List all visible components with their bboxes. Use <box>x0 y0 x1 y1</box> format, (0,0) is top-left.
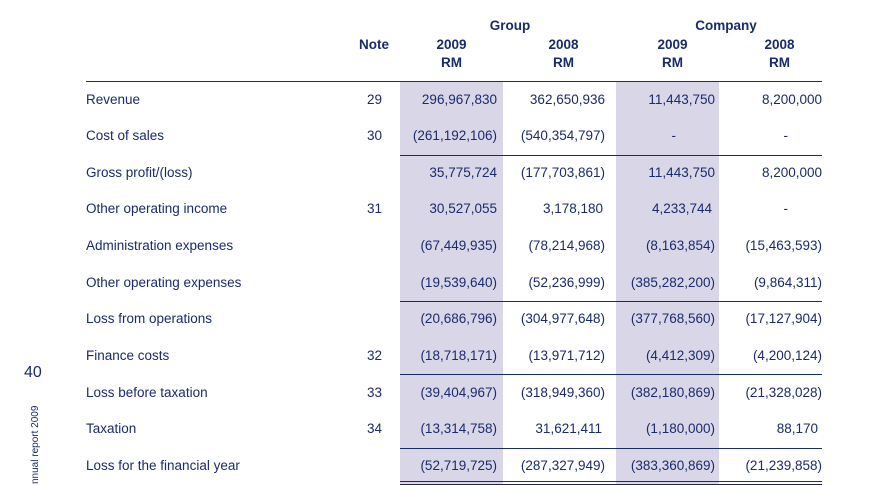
company-2009-shade <box>616 82 719 484</box>
value-company-2008: 88,170 <box>776 421 818 436</box>
value-group-2008: (52,236,999) <box>528 275 605 290</box>
value-group-2009: 296,967,830 <box>421 92 497 107</box>
value-company-2009: (385,282,200) <box>630 275 715 290</box>
row-note: 33 <box>366 385 382 400</box>
rule-after-other-operating-expenses <box>400 301 822 302</box>
row-label: Revenue <box>86 92 141 107</box>
rule-after-finance-costs <box>400 374 822 375</box>
value-company-2009: 11,443,750 <box>648 92 715 107</box>
row-label: Other operating income <box>86 201 228 216</box>
value-group-2008: (318,949,360) <box>520 385 605 400</box>
col-group-2009-year: 2009 <box>436 37 467 52</box>
value-company-2008: (21,239,858) <box>745 458 822 473</box>
header-rule <box>86 81 822 82</box>
col-company-2008-year: 2008 <box>764 37 795 52</box>
value-group-2008: 3,178,180 <box>542 201 603 216</box>
value-company-2008: (15,463,593) <box>745 238 822 253</box>
row-note: 30 <box>366 128 382 143</box>
rule-after-taxation <box>400 448 822 449</box>
value-company-2008: (21,328,028) <box>745 385 822 400</box>
value-group-2008: (13,971,712) <box>528 348 605 363</box>
value-group-2009: 35,775,724 <box>429 165 497 180</box>
value-company-2009: 11,443,750 <box>648 165 715 180</box>
rule-after-cost-of-sales <box>400 155 822 156</box>
value-company-2008: (9,864,311) <box>753 275 822 290</box>
page-number: 40 <box>24 364 42 381</box>
row-label: Loss before taxation <box>86 385 208 400</box>
value-group-2009: (39,404,967) <box>420 385 497 400</box>
col-company-2008-unit: RM <box>769 55 790 70</box>
value-company-2008: (17,127,904) <box>745 311 822 326</box>
value-company-2009: (377,768,560) <box>630 311 715 326</box>
value-group-2009: (13,314,758) <box>420 421 497 436</box>
value-company-2009: (1,180,000) <box>645 421 715 436</box>
row-label: Taxation <box>86 421 137 436</box>
value-group-2009: (52,719,725) <box>420 458 497 473</box>
double-rule-top <box>400 481 822 482</box>
value-group-2009: (18,718,171) <box>420 348 497 363</box>
value-group-2009: (261,192,106) <box>412 128 497 143</box>
col-company-2009-year: 2009 <box>657 37 688 52</box>
row-label: Cost of sales <box>86 128 165 143</box>
value-company-2008: 8,200,000 <box>761 165 822 180</box>
col-group-2008-year: 2008 <box>548 37 579 52</box>
value-company-2009: (382,180,869) <box>630 385 715 400</box>
row-note: 31 <box>366 201 382 216</box>
col-group-2008-unit: RM <box>553 55 574 70</box>
value-group-2009: (67,449,935) <box>420 238 497 253</box>
row-label: Loss from operations <box>86 311 213 326</box>
row-note: 29 <box>366 92 382 107</box>
value-group-2009: (19,539,640) <box>420 275 497 290</box>
value-company-2009: 4,233,744 <box>651 201 712 216</box>
value-company-2008: 8,200,000 <box>761 92 822 107</box>
value-company-2008: (4,200,124) <box>752 348 822 363</box>
value-group-2009: 30,527,055 <box>429 201 497 216</box>
value-group-2008: (540,354,797) <box>520 128 605 143</box>
value-group-2008: 31,621,411 <box>535 421 602 436</box>
value-group-2009: (20,686,796) <box>420 311 497 326</box>
row-label: Finance costs <box>86 348 170 363</box>
row-note: 32 <box>366 348 382 363</box>
value-group-2008: (78,214,968) <box>528 238 605 253</box>
value-group-2008: (177,703,861) <box>520 165 605 180</box>
value-company-2009: (8,163,854) <box>645 238 715 253</box>
row-label: Gross profit/(loss) <box>86 165 193 180</box>
value-company-2009: - <box>671 128 677 143</box>
row-label: Other operating expenses <box>86 275 242 290</box>
group-header: Group <box>489 18 531 33</box>
row-note: 34 <box>366 421 382 436</box>
side-running-text: nnual report 2009 <box>30 405 41 484</box>
note-header: Note <box>359 37 389 52</box>
col-company-2009-unit: RM <box>662 55 683 70</box>
value-company-2009: (383,360,869) <box>630 458 715 473</box>
row-label: Administration expenses <box>86 238 234 253</box>
value-company-2008: - <box>783 128 789 143</box>
value-group-2008: (304,977,648) <box>520 311 605 326</box>
company-header: Company <box>695 18 757 33</box>
row-label: Loss for the financial year <box>86 458 240 473</box>
value-company-2008: - <box>783 201 789 216</box>
value-group-2008: 362,650,936 <box>529 92 605 107</box>
value-group-2008: (287,327,949) <box>520 458 605 473</box>
value-company-2009: (4,412,309) <box>645 348 715 363</box>
col-group-2009-unit: RM <box>441 55 462 70</box>
group-2009-shade <box>400 82 503 484</box>
